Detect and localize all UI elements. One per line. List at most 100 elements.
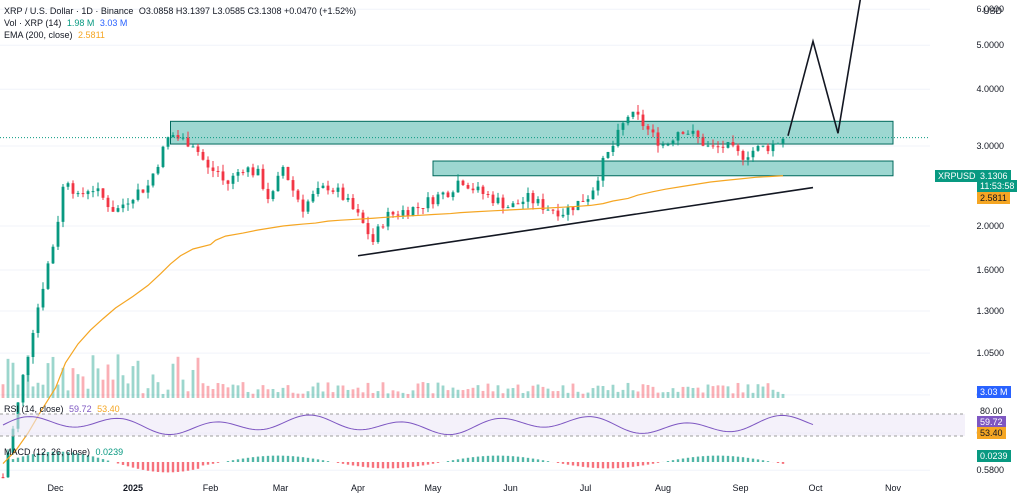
volume-bar <box>116 354 120 398</box>
candle-body <box>111 207 115 212</box>
candle-body <box>286 166 290 181</box>
candle-body <box>121 204 125 209</box>
candle-body <box>501 197 505 209</box>
macd-bar <box>546 461 550 462</box>
volume-tag: 3.03 M <box>977 386 1011 398</box>
macd-bar <box>576 462 580 467</box>
candle-body <box>551 209 555 211</box>
candle-body <box>196 146 200 152</box>
volume-bar <box>291 392 295 398</box>
rsi-ma-value: 53.40 <box>97 404 120 414</box>
volume-bar <box>661 392 665 398</box>
rsi-ma-tag: 53.40 <box>977 427 1006 439</box>
macd-legend[interactable]: MACD (12, 26, close) 0.0239 <box>4 447 123 458</box>
volume-legend[interactable]: Vol · XRP (14) 1.98 M 3.03 M <box>4 18 127 29</box>
candle-body <box>541 199 545 210</box>
candle-body <box>406 210 410 216</box>
candle-body <box>296 190 300 200</box>
macd-bar <box>711 455 715 462</box>
macd-bar <box>251 457 255 462</box>
macd-bar <box>731 456 735 462</box>
candle-body <box>116 208 120 212</box>
price-tick: 4.0000 <box>976 84 1004 95</box>
volume-bar <box>576 391 580 398</box>
price-tick: 1.3000 <box>976 305 1004 316</box>
candle-body <box>686 133 690 135</box>
volume-bar <box>136 360 140 398</box>
macd-bar <box>196 462 200 469</box>
candle-body <box>131 199 135 204</box>
candle-body <box>211 167 215 171</box>
macd-bar <box>526 457 530 462</box>
macd-bar <box>596 462 600 469</box>
symbol-title: XRP / U.S. Dollar · 1D · Binance <box>4 6 134 16</box>
volume-bar <box>306 391 310 398</box>
candle-body <box>66 183 70 187</box>
macd-bar <box>696 456 700 462</box>
macd-bar <box>686 457 690 462</box>
volume-bar <box>156 382 160 398</box>
rsi-pane <box>0 413 965 437</box>
candle-body <box>431 197 435 205</box>
volume-bar <box>181 379 185 398</box>
volume-bar <box>631 390 635 398</box>
macd-bar <box>181 462 185 472</box>
macd-bar <box>86 455 90 462</box>
macd-bar <box>451 460 455 462</box>
candle-body <box>736 145 740 152</box>
time-tick: Apr <box>350 483 366 493</box>
volume-bar <box>766 383 770 398</box>
rsi-value: 59.72 <box>69 404 92 414</box>
volume-bar <box>76 374 80 398</box>
macd-bar <box>126 462 130 467</box>
volume-bar <box>311 386 315 398</box>
macd-bar <box>141 462 145 470</box>
ema-legend[interactable]: EMA (200, close) 2.5811 <box>4 30 105 41</box>
volume-bar <box>591 388 595 398</box>
candle-body <box>351 197 355 210</box>
macd-bar <box>266 455 270 462</box>
ema-200-line <box>2 175 784 464</box>
candle-body <box>556 210 560 217</box>
volume-bar <box>6 358 10 398</box>
volume-bar <box>436 382 440 398</box>
volume-bar <box>691 387 695 398</box>
candle-body <box>581 200 585 202</box>
macd-bar <box>691 457 695 462</box>
candle-body <box>136 189 140 200</box>
candle-body <box>626 116 630 124</box>
macd-bar <box>646 462 650 465</box>
candle-body <box>26 357 30 376</box>
macd-bar <box>176 462 180 472</box>
rsi-upper-tag: 80.00 <box>980 406 1003 416</box>
volume-bar <box>421 382 425 398</box>
volume-bar <box>266 389 270 398</box>
volume-bar <box>186 391 190 398</box>
candle-body <box>71 183 75 194</box>
volume-value-1: 1.98 M <box>66 18 95 28</box>
volume-bar <box>721 385 725 398</box>
volume-bar <box>676 391 680 398</box>
macd-bar <box>581 462 585 467</box>
macd-bar <box>201 462 205 466</box>
candle-body <box>181 137 185 139</box>
candle-body <box>291 180 295 191</box>
macd-bar <box>386 462 390 469</box>
candle-body <box>426 197 430 209</box>
candle-body <box>681 132 685 134</box>
trend-drawings[interactable] <box>357 0 878 257</box>
macd-bar <box>421 462 425 466</box>
rsi-label: RSI (14, close) <box>4 404 64 414</box>
volume-bar <box>236 385 240 398</box>
macd-bar <box>336 462 340 463</box>
volume-bar <box>176 356 180 398</box>
macd-bar <box>211 462 215 464</box>
candle-body <box>361 212 365 224</box>
candle-body <box>391 211 395 215</box>
rsi-legend[interactable]: RSI (14, close) 59.72 53.40 <box>4 404 120 415</box>
volume-bar <box>61 367 65 398</box>
volume-bar <box>711 386 715 398</box>
candle-body <box>156 166 160 174</box>
time-tick: Feb <box>202 483 219 493</box>
